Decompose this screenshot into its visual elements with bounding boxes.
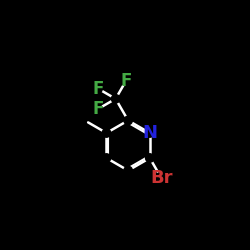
Text: N: N: [142, 124, 157, 142]
Circle shape: [102, 129, 111, 137]
Circle shape: [102, 154, 111, 162]
Circle shape: [94, 84, 102, 93]
Text: Br: Br: [150, 169, 172, 187]
Circle shape: [146, 129, 154, 137]
Circle shape: [146, 154, 154, 162]
Circle shape: [94, 105, 102, 113]
Text: F: F: [120, 72, 132, 90]
Circle shape: [124, 166, 132, 175]
Text: F: F: [92, 80, 104, 98]
Circle shape: [124, 116, 132, 125]
Circle shape: [156, 172, 167, 184]
Circle shape: [112, 94, 120, 103]
Text: F: F: [92, 100, 104, 118]
Circle shape: [122, 77, 130, 86]
